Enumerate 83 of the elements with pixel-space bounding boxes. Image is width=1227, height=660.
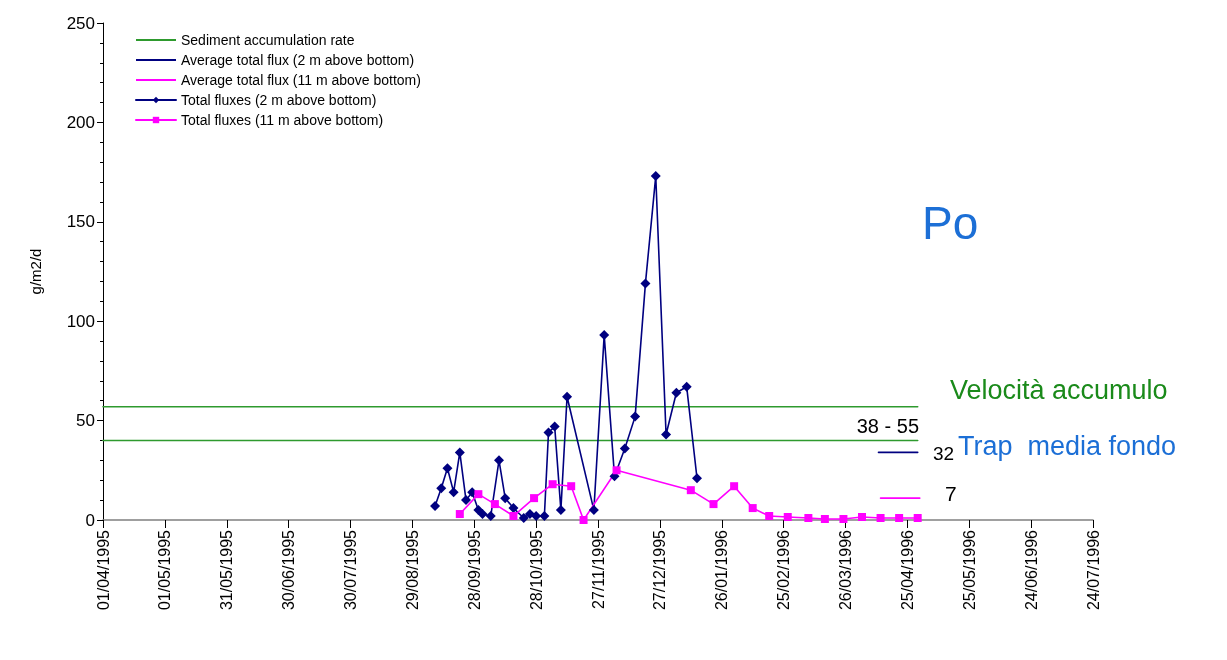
- annotation: Po: [922, 197, 979, 249]
- point: [783, 513, 792, 522]
- y-axis-title: g/m2/d: [27, 248, 44, 295]
- point: [876, 514, 885, 523]
- point: [543, 427, 554, 438]
- point: [709, 500, 718, 509]
- legend-label: Sediment accumulation rate: [181, 32, 355, 48]
- x-tick-label: 27/11/1995: [589, 529, 607, 609]
- legend-label: Average total flux (11 m above bottom): [181, 72, 421, 88]
- point: [748, 504, 757, 513]
- point: [490, 500, 499, 509]
- y-tick-label: 200: [66, 112, 95, 132]
- point: [671, 387, 682, 398]
- point: [640, 278, 651, 289]
- x-tick-label: 01/05/1995: [156, 529, 174, 611]
- point: [820, 515, 829, 524]
- x-tick-label: 28/10/1995: [527, 529, 545, 611]
- point: [524, 509, 535, 520]
- x-tick-label: 27/12/1995: [651, 529, 669, 611]
- point: [650, 171, 661, 182]
- point: [477, 509, 488, 520]
- x-tick-label: 26/03/1996: [837, 529, 854, 611]
- point: [661, 429, 672, 440]
- y-tick-label: 0: [85, 510, 95, 530]
- annotation: 7: [945, 482, 957, 505]
- point: [692, 473, 702, 484]
- point: [567, 482, 576, 491]
- annotation: Trap media fondo: [958, 430, 1177, 461]
- point: [686, 486, 695, 495]
- annotation: 38 - 55: [856, 415, 919, 437]
- point: [548, 480, 557, 489]
- point: [839, 515, 848, 524]
- legend-label: Total fluxes (2 m above bottom): [181, 92, 377, 108]
- point: [765, 512, 774, 521]
- point: [555, 505, 566, 516]
- point: [485, 511, 496, 522]
- point: [549, 421, 560, 432]
- point: [436, 483, 447, 494]
- x-tick-label: 29/08/1995: [403, 529, 421, 611]
- point: [539, 511, 550, 522]
- x-tick-label: 25/05/1996: [960, 529, 978, 611]
- point: [448, 487, 459, 498]
- x-tick-label: 25/04/1996: [898, 529, 916, 611]
- x-tick-label: 25/02/1996: [775, 529, 793, 611]
- point: [474, 490, 483, 499]
- point: [630, 411, 641, 422]
- point: [895, 514, 904, 523]
- x-tick-label: 01/04/1995: [94, 529, 112, 611]
- point: [681, 381, 692, 392]
- point: [461, 495, 471, 506]
- annotation: 32: [933, 443, 955, 464]
- point: [518, 513, 529, 524]
- x-tick-label: 24/06/1996: [1022, 529, 1040, 611]
- point: [442, 463, 453, 474]
- x-tick-label: 24/07/1996: [1084, 529, 1102, 611]
- x-tick-label: 26/01/1996: [713, 529, 731, 611]
- point: [509, 512, 518, 521]
- x-tick-label: 28/09/1995: [465, 529, 483, 611]
- x-tick-label: 31/05/1995: [218, 529, 236, 611]
- x-tick-label: 30/06/1995: [280, 529, 298, 611]
- point: [612, 466, 621, 475]
- point: [500, 493, 511, 504]
- point: [913, 514, 922, 523]
- point: [588, 505, 599, 516]
- y-tick-label: 150: [66, 212, 95, 232]
- annotation: Velocità accumulo: [950, 374, 1168, 405]
- legend-label: Average total flux (2 m above bottom): [181, 52, 415, 68]
- point: [804, 514, 813, 523]
- point: [579, 516, 588, 524]
- point: [530, 494, 539, 503]
- point: [430, 501, 441, 512]
- point: [562, 391, 573, 402]
- y-tick-label: 100: [66, 311, 95, 331]
- y-tick-label: 50: [76, 411, 95, 431]
- point: [599, 330, 610, 341]
- point: [454, 447, 465, 458]
- point: [730, 482, 739, 491]
- x-tick-label: 30/07/1995: [342, 529, 359, 611]
- legend-label: Total fluxes (11 m above bottom): [181, 112, 384, 128]
- point: [619, 443, 630, 454]
- y-tick-label: 250: [66, 13, 95, 33]
- point: [455, 510, 464, 519]
- point: [858, 513, 866, 522]
